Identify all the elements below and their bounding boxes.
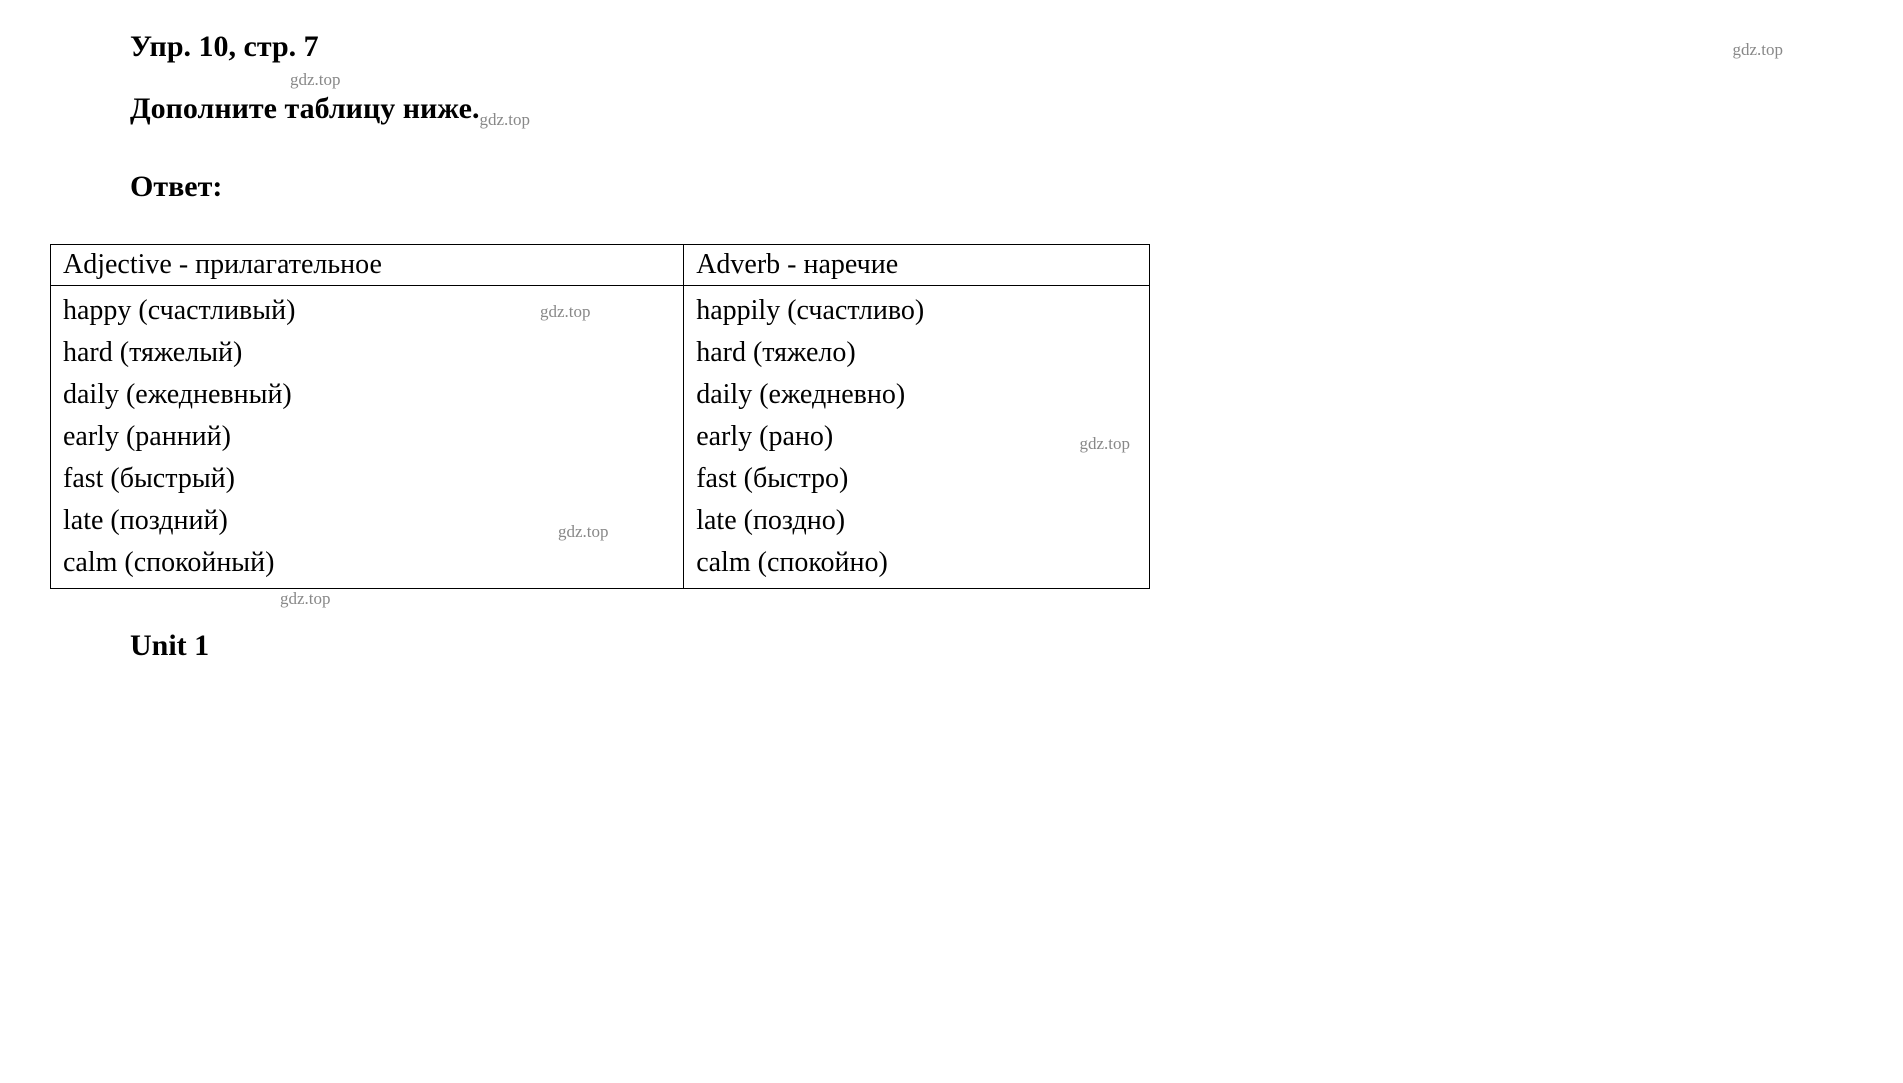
- table-wrapper: gdz.top gdz.top gdz.top gdz.top Adjectiv…: [50, 244, 1250, 589]
- watermark-text: gdz.top: [479, 110, 530, 129]
- instruction-text: gdz.top Дополните таблицу ниже.gdz.top: [130, 92, 1250, 130]
- exercise-title: Упр. 10, стр. 7: [130, 30, 1250, 64]
- table-header-row: Adjective - прилагательное Adverb - наре…: [51, 245, 1150, 286]
- adjective-cell: happy (счастливый) hard (тяжелый) daily …: [51, 286, 684, 589]
- table-row: happy (счастливый) hard (тяжелый) daily …: [51, 286, 1150, 589]
- column-header-adjective: Adjective - прилагательное: [51, 245, 684, 286]
- watermark-text: gdz.top: [558, 522, 609, 542]
- watermark-text: gdz.top: [290, 70, 341, 90]
- document-container: gdz.top Упр. 10, стр. 7 gdz.top Дополнит…: [50, 30, 1250, 663]
- watermark-text: gdz.top: [1079, 434, 1130, 454]
- watermark-text: gdz.top: [540, 302, 591, 322]
- watermark-text: gdz.top: [1732, 40, 1783, 60]
- unit-label: Unit 1: [130, 629, 1250, 663]
- instruction-label: Дополните таблицу ниже.: [130, 92, 479, 125]
- answer-label: Ответ:: [130, 170, 1250, 204]
- watermark-text: gdz.top: [280, 589, 331, 609]
- column-header-adverb: Adverb - наречие: [684, 245, 1150, 286]
